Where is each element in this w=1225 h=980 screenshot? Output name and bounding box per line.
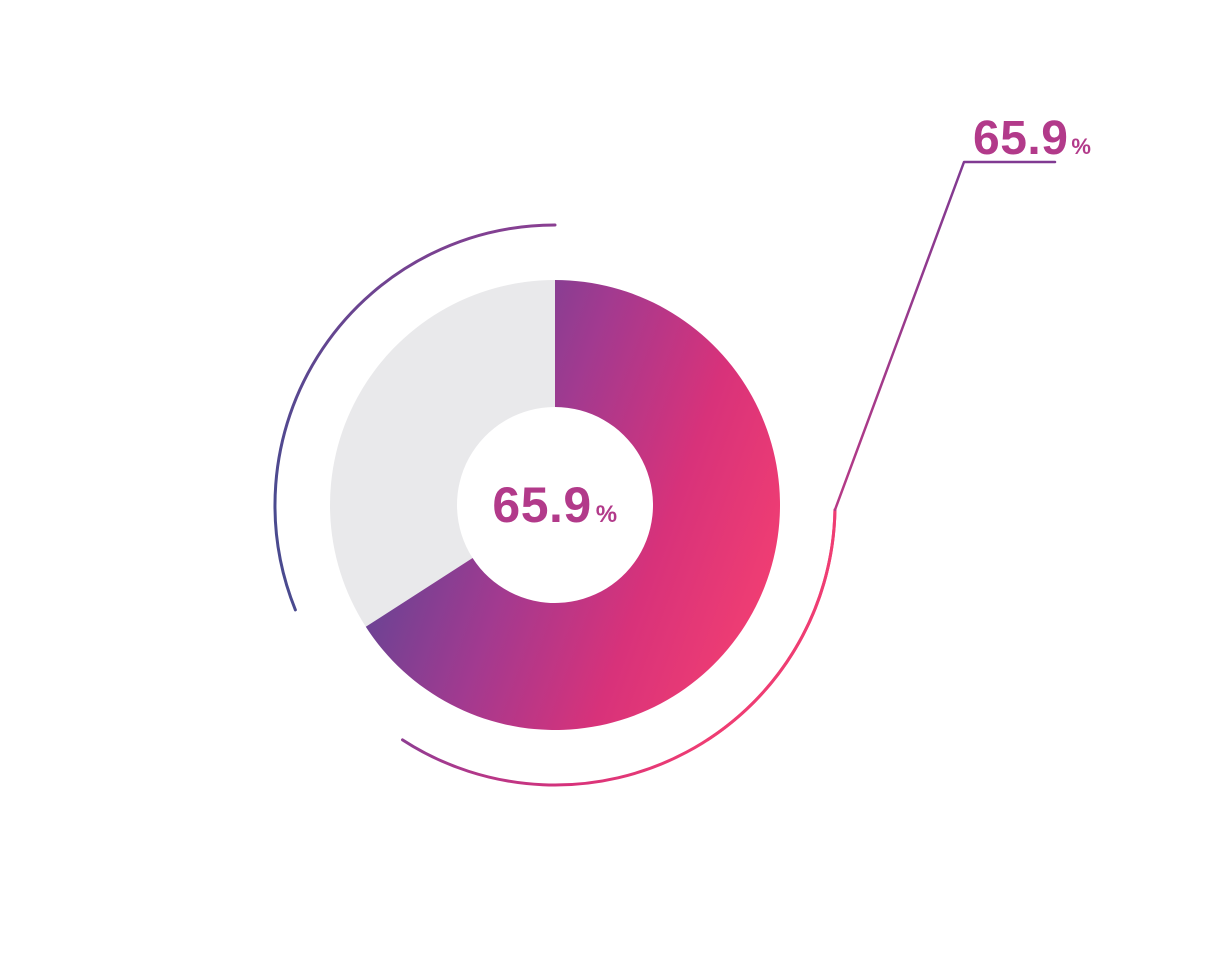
callout-value-label: 65.9 % xyxy=(973,115,1091,163)
center-value-number: 65.9 xyxy=(492,480,591,530)
center-value-label: 65.9 % xyxy=(492,480,617,530)
callout-percent-symbol: % xyxy=(1071,136,1091,158)
callout-value-number: 65.9 xyxy=(973,115,1068,163)
center-percent-symbol: % xyxy=(596,503,618,527)
donut-chart-stage: 65.9 % 65.9 % xyxy=(0,0,1225,980)
